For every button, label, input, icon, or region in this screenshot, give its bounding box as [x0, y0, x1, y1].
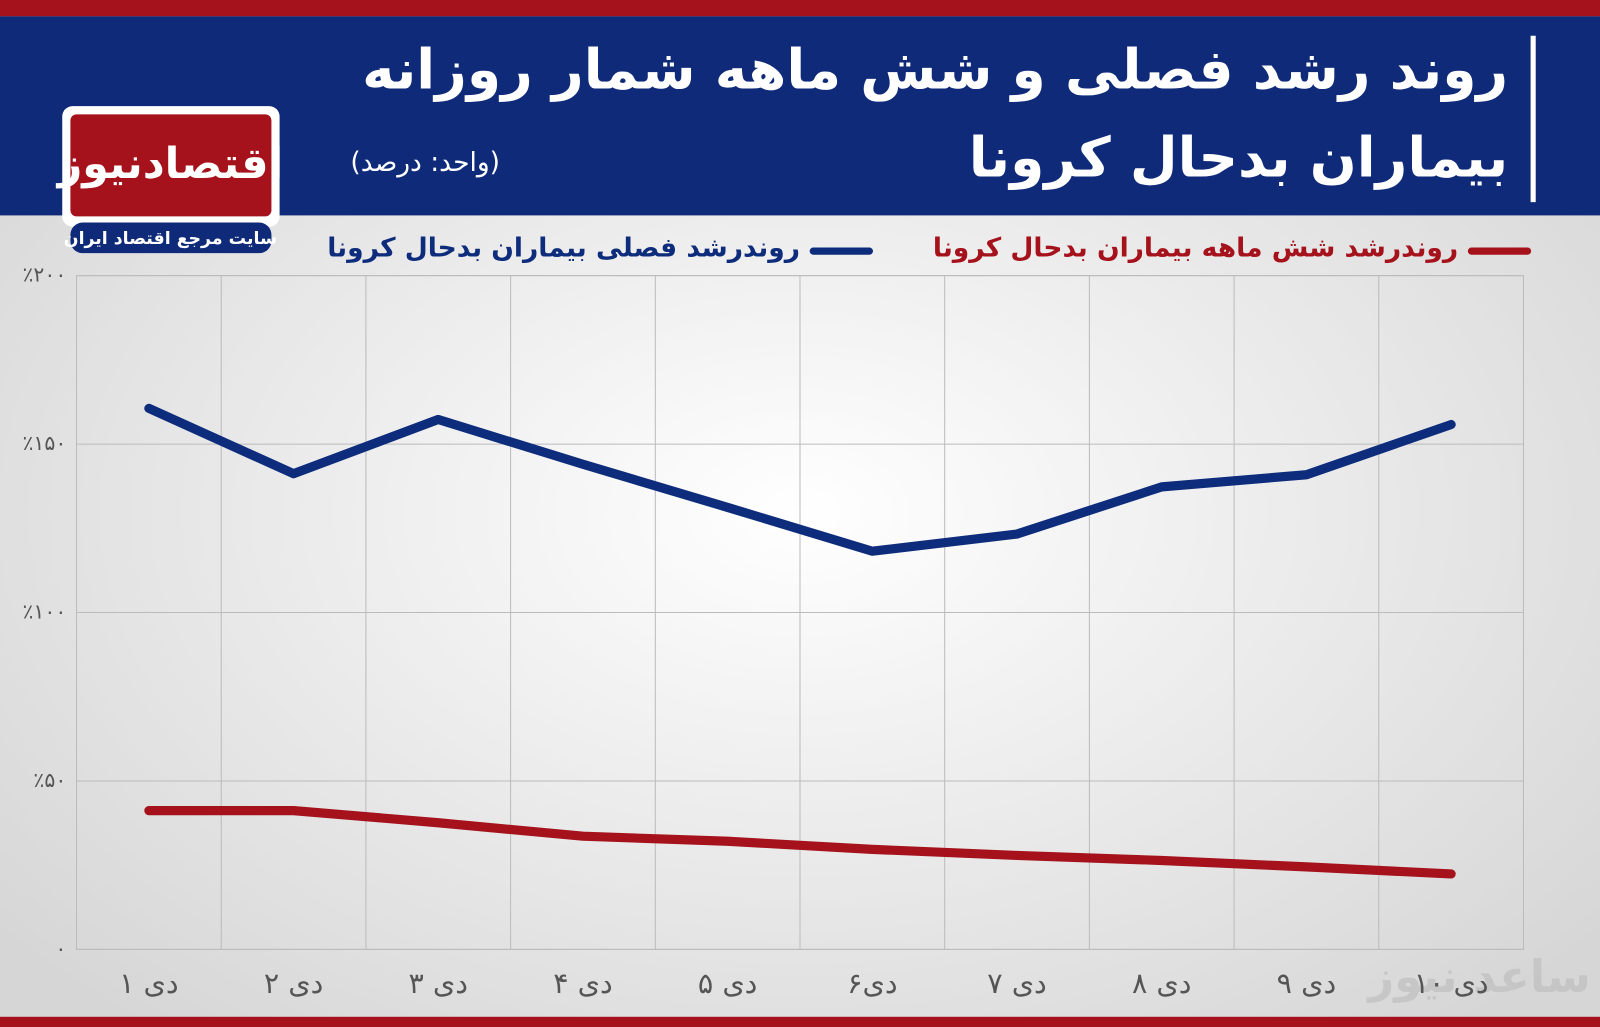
x-tick-label: ۶دی	[847, 966, 897, 1000]
legend-label: روندرشد شش ماهه بیماران بدحال کرونا	[933, 233, 1458, 264]
y-tick-label: ٪۲۰۰	[22, 263, 66, 287]
logo-tagline-box	[70, 222, 272, 254]
x-tick-label: ۷ دی	[987, 966, 1046, 1000]
y-tick-label: ٪۵۰	[33, 768, 66, 792]
watermark: ساعد نیوز	[1366, 950, 1590, 1003]
bottom-bar	[0, 1016, 1600, 1027]
x-tick-label: ۱۰ دی	[1414, 966, 1489, 1000]
y-tick-label: ۰	[55, 936, 66, 960]
x-tick-label: ۸ دی	[1132, 966, 1191, 1000]
series-line	[144, 403, 1456, 556]
chart-title: بیماران بدحال کرونا	[969, 125, 1508, 190]
logo: اقتصادنیوز	[56, 139, 284, 189]
chart-title: روند رشد فصلی و شش ماهه شمار روزانه	[362, 38, 1508, 103]
x-tick-label: ۵ دی	[698, 966, 757, 1000]
x-tick-label: ۱ دی	[119, 966, 178, 1000]
x-tick-label: ۳ دی	[409, 966, 468, 1000]
x-tick-label: ۲ دی	[264, 966, 323, 1000]
logo-box	[70, 114, 272, 217]
legend-label: روندرشد فصلی بیماران بدحال کرونا	[327, 233, 800, 264]
x-tick-label: ۴ دی	[553, 966, 612, 1000]
chart-subtitle: (واحد: درصد)	[350, 147, 500, 178]
logo-tagline: سایت مرجع اقتصاد ایران	[64, 229, 277, 249]
y-tick-label: ٪۱۰۰	[22, 600, 66, 624]
x-tick-label: ۹ دی	[1277, 966, 1336, 1000]
top-bar	[0, 0, 1600, 17]
series-line	[144, 806, 1456, 879]
y-tick-label: ٪۱۵۰	[22, 431, 66, 455]
title-rule	[1530, 35, 1536, 203]
